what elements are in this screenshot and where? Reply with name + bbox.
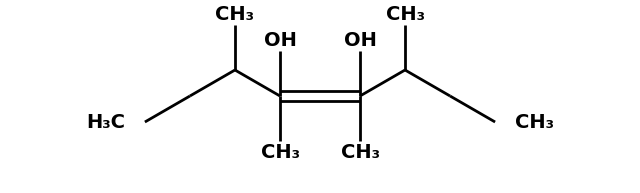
Text: CH₃: CH₃ <box>515 113 554 131</box>
Text: CH₃: CH₃ <box>260 142 300 162</box>
Text: CH₃: CH₃ <box>216 4 255 24</box>
Text: OH: OH <box>264 30 296 49</box>
Text: H₃C: H₃C <box>86 113 125 131</box>
Text: CH₃: CH₃ <box>385 4 424 24</box>
Text: OH: OH <box>344 30 376 49</box>
Text: CH₃: CH₃ <box>340 142 380 162</box>
